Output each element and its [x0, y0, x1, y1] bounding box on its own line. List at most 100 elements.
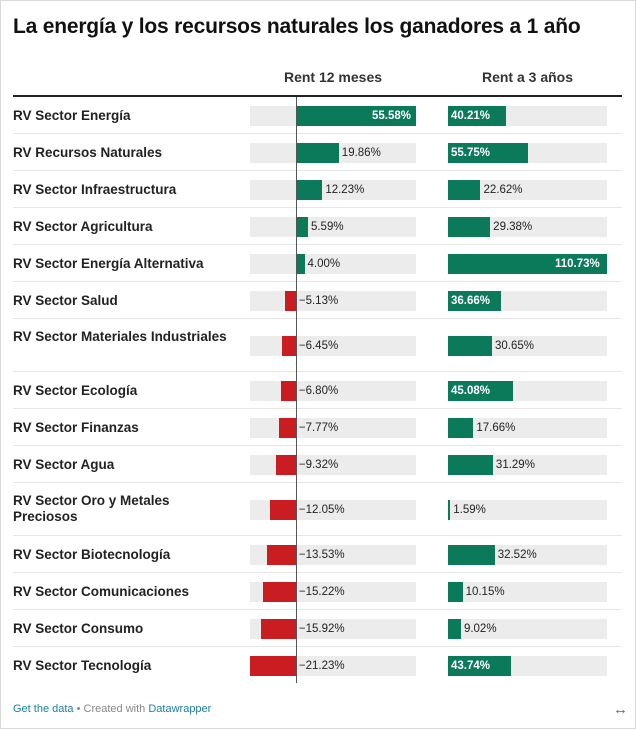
footer-separator: • — [76, 703, 81, 715]
value-label-12-meses: −15.22% — [298, 585, 345, 598]
bar-12-meses — [261, 618, 296, 639]
row-separator — [13, 535, 622, 536]
bar-3-anos — [448, 380, 513, 401]
bar-3-anos — [448, 253, 607, 274]
row-label: RV Sector Agua — [13, 456, 115, 472]
bar-12-meses — [279, 417, 296, 438]
bar-3-anos — [448, 454, 493, 475]
chart-row: RV Sector Ecología −6.80% 45.08% — [1, 372, 636, 409]
row-separator — [13, 281, 622, 282]
value-label-12-meses: −15.92% — [298, 622, 345, 635]
value-label-3-anos: 31.29% — [495, 458, 535, 471]
chart-row: RV Recursos Naturales 19.86% 55.75% — [1, 134, 636, 171]
value-label-3-anos: 10.15% — [465, 585, 505, 598]
chart-row: RV Sector Energía 55.58% 40.21% — [1, 97, 636, 134]
chart-row: RV Sector Agricultura 5.59% 29.38% — [1, 208, 636, 245]
bar-12-meses — [269, 499, 296, 520]
bar-3-anos — [448, 417, 474, 438]
row-separator — [13, 572, 622, 573]
row-label: RV Recursos Naturales — [13, 144, 163, 160]
bar-12-meses — [266, 544, 296, 565]
column-header-3-anos: Rent a 3 años — [481, 69, 574, 85]
chart-row: RV Sector Oro y Metales Preciosos −12.05%… — [1, 483, 636, 536]
bar-12-meses — [262, 581, 296, 602]
bar-3-anos — [448, 105, 506, 126]
value-label-3-anos: 30.65% — [495, 339, 535, 352]
value-label-3-anos: 45.08% — [451, 384, 491, 397]
value-label-3-anos: 17.66% — [476, 421, 516, 434]
bar-3-anos — [448, 544, 495, 565]
bar-12-meses — [275, 454, 296, 475]
track-3-anos — [448, 618, 607, 639]
chart-row: RV Sector Comunicaciones −15.22% 10.15% — [1, 573, 636, 610]
bar-3-anos — [448, 290, 501, 311]
bar-3-anos — [448, 499, 451, 520]
row-separator — [13, 133, 622, 134]
value-label-3-anos: 36.66% — [451, 294, 491, 307]
value-label-12-meses: −6.80% — [298, 384, 339, 397]
bar-12-meses — [295, 253, 305, 274]
row-separator — [13, 609, 622, 610]
bar-12-meses — [295, 105, 416, 126]
footer: Get the data • Created with Datawrapper — [13, 703, 211, 715]
bar-3-anos — [448, 618, 461, 639]
value-label-3-anos: 32.52% — [497, 548, 537, 561]
value-label-12-meses: 19.86% — [341, 146, 381, 159]
value-label-12-meses: 55.58% — [372, 109, 412, 122]
bar-12-meses — [281, 335, 296, 356]
value-label-12-meses: −12.05% — [298, 503, 345, 516]
row-separator — [13, 244, 622, 245]
value-label-3-anos: 55.75% — [451, 146, 491, 159]
chart-row: RV Sector Biotecnología −13.53% 32.52% — [1, 536, 636, 573]
row-separator — [13, 445, 622, 446]
bar-3-anos — [448, 655, 511, 676]
value-label-12-meses: −6.45% — [298, 339, 339, 352]
row-separator — [13, 646, 622, 647]
value-label-12-meses: 5.59% — [310, 220, 344, 233]
chart-row: RV Sector Salud −5.13% 36.66% — [1, 282, 636, 319]
row-separator — [13, 318, 622, 319]
expand-icon[interactable]: ↔ — [613, 701, 628, 718]
value-label-3-anos: 1.59% — [453, 503, 486, 516]
chart-row: RV Sector Materiales Industriales −6.45% 3… — [1, 319, 636, 372]
value-label-3-anos: 43.74% — [451, 659, 491, 672]
track-12-meses — [250, 253, 416, 274]
row-label: RV Sector Energía Alternativa — [13, 255, 204, 271]
row-label: RV Sector Oro y Metales Preciosos — [13, 492, 170, 524]
bar-3-anos — [448, 142, 529, 163]
row-label: RV Sector Biotecnología — [13, 546, 171, 562]
row-label: RV Sector Energía — [13, 107, 131, 123]
value-label-12-meses: −5.13% — [298, 294, 339, 307]
row-separator — [13, 170, 622, 171]
chart-row: RV Sector Agua −9.32% 31.29% — [1, 446, 636, 483]
datawrapper-link[interactable]: Datawrapper — [148, 703, 212, 715]
value-label-3-anos: 22.62% — [483, 183, 523, 196]
chart-row: RV Sector Infraestructura 12.23% 22.62% — [1, 171, 636, 208]
bar-3-anos — [448, 581, 463, 602]
track-3-anos — [448, 499, 607, 520]
column-header-12-meses: Rent 12 meses — [283, 69, 383, 85]
row-label: RV Sector Consumo — [13, 620, 144, 636]
value-label-12-meses: −7.77% — [298, 421, 339, 434]
row-label: RV Sector Materiales Industriales — [13, 328, 227, 344]
zero-axis-line — [295, 97, 297, 683]
row-label: RV Sector Agricultura — [13, 218, 153, 234]
get-data-link[interactable]: Get the data — [13, 703, 74, 715]
track-3-anos — [448, 417, 607, 438]
bar-12-meses — [284, 290, 296, 311]
value-label-3-anos: 40.21% — [451, 109, 491, 122]
bar-12-meses — [295, 179, 323, 200]
value-label-3-anos: 29.38% — [493, 220, 533, 233]
header-rule — [13, 95, 622, 97]
row-label: RV Sector Ecología — [13, 382, 138, 398]
bar-12-meses — [250, 655, 296, 676]
chart-title: La energía y los recursos naturales los … — [13, 15, 581, 38]
row-separator — [13, 482, 622, 483]
bar-3-anos — [448, 216, 491, 237]
chart-row: RV Sector Tecnología −21.23% 43.74% — [1, 647, 636, 684]
track-3-anos — [448, 581, 607, 602]
row-label: RV Sector Tecnología — [13, 657, 152, 673]
bar-12-meses — [295, 216, 308, 237]
row-label: RV Sector Infraestructura — [13, 181, 177, 197]
